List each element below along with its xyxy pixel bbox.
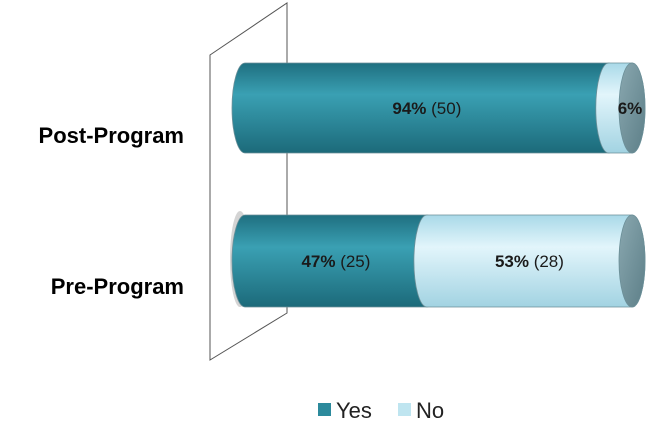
labels-layer: 94% (50) 6% 47% (25) 53% (28) bbox=[301, 99, 642, 271]
legend-label-no: No bbox=[416, 398, 444, 423]
bars-layer bbox=[231, 62, 646, 308]
legend-swatch-yes bbox=[318, 403, 331, 416]
category-label-pre-program: Pre-Program bbox=[51, 274, 184, 299]
legend: Yes No bbox=[318, 398, 444, 423]
data-label-yes-post-program: 94% (50) bbox=[392, 99, 461, 118]
bar-end-cap-pre-program bbox=[618, 214, 646, 308]
data-label-no-pre-program: 53% (28) bbox=[495, 252, 564, 271]
bar-end-cap-post-program bbox=[618, 62, 646, 154]
legend-swatch-no bbox=[398, 403, 411, 416]
legend-label-yes: Yes bbox=[336, 398, 372, 423]
data-label-no-post-program: 6% bbox=[618, 99, 643, 118]
data-label-yes-pre-program: 47% (25) bbox=[301, 252, 370, 271]
category-label-post-program: Post-Program bbox=[39, 123, 184, 148]
